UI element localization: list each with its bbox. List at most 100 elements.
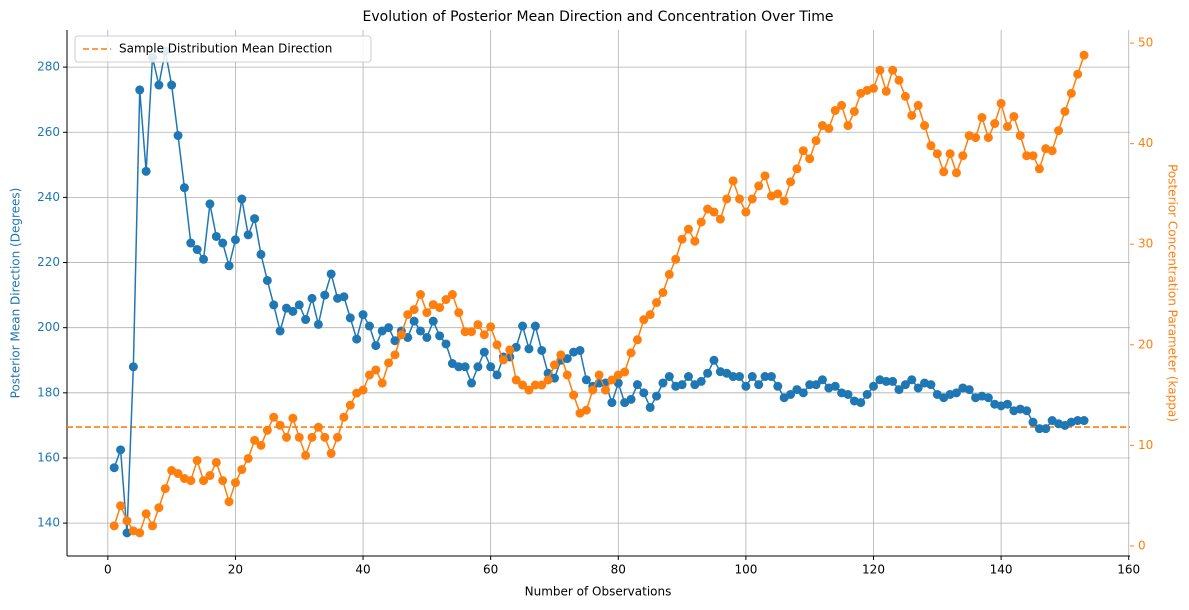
data-point bbox=[479, 330, 489, 340]
data-point bbox=[135, 528, 145, 538]
y2-axis-label: Posterior Concentration Parameter (kappa… bbox=[1166, 164, 1180, 422]
y-tick-label: 160 bbox=[37, 450, 60, 464]
data-point bbox=[243, 453, 253, 463]
data-point bbox=[205, 199, 215, 209]
data-point bbox=[913, 100, 923, 110]
data-point bbox=[173, 131, 183, 141]
data-point bbox=[288, 413, 298, 423]
data-point bbox=[1073, 416, 1083, 426]
data-point bbox=[422, 308, 432, 318]
data-point bbox=[798, 388, 808, 398]
data-point bbox=[817, 375, 827, 385]
data-point bbox=[301, 315, 311, 325]
data-point bbox=[262, 275, 272, 285]
data-point bbox=[492, 340, 502, 350]
data-point bbox=[926, 380, 936, 390]
data-point bbox=[754, 181, 764, 191]
data-point bbox=[849, 106, 859, 116]
data-point bbox=[632, 380, 642, 390]
x-tick-label: 100 bbox=[734, 563, 757, 577]
data-point bbox=[907, 375, 917, 385]
data-point bbox=[518, 380, 528, 390]
data-point bbox=[262, 425, 272, 435]
data-point bbox=[524, 385, 534, 395]
data-point bbox=[1079, 50, 1089, 60]
data-point bbox=[128, 362, 138, 372]
data-point bbox=[881, 86, 891, 96]
data-point bbox=[811, 136, 821, 146]
data-point bbox=[1002, 399, 1012, 409]
data-point bbox=[415, 290, 425, 300]
series-line bbox=[113, 54, 1085, 534]
data-point bbox=[1079, 416, 1089, 426]
data-point bbox=[1034, 424, 1044, 434]
data-point bbox=[154, 80, 164, 90]
data-point bbox=[307, 432, 317, 442]
data-point bbox=[722, 194, 732, 204]
data-point bbox=[1028, 417, 1038, 427]
data-point bbox=[556, 350, 566, 360]
data-point bbox=[964, 385, 974, 395]
y-tick-label: 260 bbox=[37, 125, 60, 139]
data-point bbox=[186, 476, 196, 486]
data-point bbox=[843, 389, 853, 399]
data-point bbox=[696, 376, 706, 386]
data-point bbox=[856, 398, 866, 408]
data-point bbox=[524, 344, 534, 354]
x-axis-label: Number of Observations bbox=[525, 585, 672, 599]
data-point bbox=[709, 207, 719, 217]
data-point bbox=[486, 362, 496, 372]
data-point bbox=[492, 370, 502, 380]
data-point bbox=[581, 375, 591, 385]
data-point bbox=[294, 432, 304, 442]
data-point bbox=[384, 323, 394, 333]
data-point bbox=[275, 420, 285, 430]
data-point bbox=[205, 471, 215, 481]
data-point bbox=[454, 362, 464, 372]
x-tick-label: 160 bbox=[1117, 563, 1140, 577]
data-point bbox=[390, 350, 400, 360]
data-point bbox=[358, 310, 368, 320]
data-point bbox=[256, 440, 266, 450]
y2-tick-label: 0 bbox=[1138, 538, 1146, 552]
data-point bbox=[441, 295, 451, 305]
data-point bbox=[505, 345, 515, 355]
y-tick-label: 140 bbox=[37, 516, 60, 530]
data-point bbox=[460, 327, 470, 337]
y2-tick-label: 40 bbox=[1138, 136, 1153, 150]
data-point bbox=[224, 497, 234, 507]
data-point bbox=[116, 501, 126, 511]
data-point bbox=[307, 293, 317, 303]
data-point bbox=[1009, 111, 1019, 121]
data-point bbox=[320, 290, 330, 300]
data-point bbox=[728, 372, 738, 382]
y2-tick-label: 50 bbox=[1138, 36, 1153, 50]
data-point bbox=[422, 332, 432, 342]
data-point bbox=[256, 249, 266, 259]
data-point bbox=[269, 300, 279, 310]
data-point bbox=[409, 305, 419, 315]
data-point bbox=[945, 149, 955, 159]
data-point bbox=[218, 238, 228, 248]
data-point bbox=[1022, 406, 1032, 416]
data-point bbox=[754, 380, 764, 390]
data-point bbox=[1022, 151, 1032, 161]
x-tick-label: 80 bbox=[611, 563, 626, 577]
data-point bbox=[473, 320, 483, 330]
data-point bbox=[837, 100, 847, 110]
data-point bbox=[486, 322, 496, 332]
data-point bbox=[1073, 69, 1083, 79]
data-point bbox=[779, 196, 789, 206]
data-point bbox=[326, 448, 336, 458]
y-axis-label: Posterior Mean Direction (Degrees) bbox=[9, 188, 23, 399]
data-point bbox=[237, 194, 247, 204]
data-point bbox=[875, 65, 885, 75]
data-point bbox=[345, 313, 355, 323]
y2-tick-label: 30 bbox=[1138, 237, 1153, 251]
data-point bbox=[243, 230, 253, 240]
data-point bbox=[798, 146, 808, 156]
data-point bbox=[537, 345, 547, 355]
data-point bbox=[983, 133, 993, 143]
data-point bbox=[926, 141, 936, 151]
data-point bbox=[371, 341, 381, 351]
